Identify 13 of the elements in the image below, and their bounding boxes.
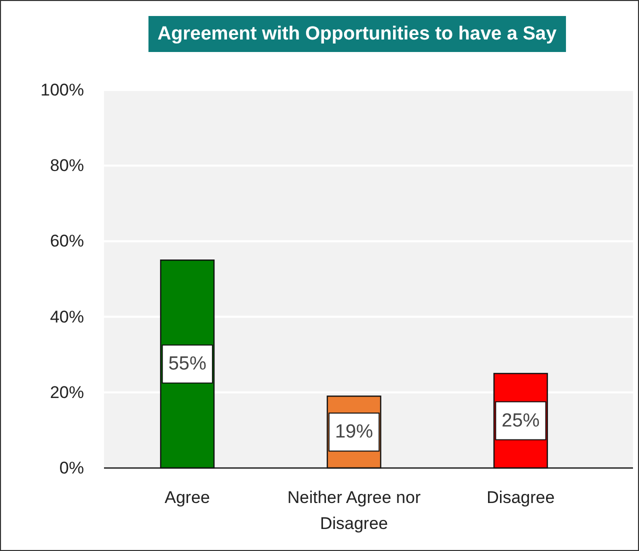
y-tick-label: 80% bbox=[50, 156, 84, 176]
y-tick-label: 0% bbox=[59, 458, 84, 478]
data-label: 55% bbox=[168, 354, 206, 375]
x-tick-label: Neither Agree nor Disagree bbox=[287, 488, 421, 533]
y-tick-label: 40% bbox=[50, 307, 84, 326]
data-label: 25% bbox=[502, 410, 540, 432]
y-tick-label: 100% bbox=[40, 80, 84, 100]
y-tick-label: 60% bbox=[50, 232, 84, 251]
x-tick-label: Disagree bbox=[486, 488, 555, 507]
y-tick-label: 20% bbox=[50, 382, 84, 402]
chart-title: Agreement with Opportunities to have a Say bbox=[157, 24, 557, 44]
x-tick-label: Agree bbox=[164, 488, 210, 507]
data-label: 19% bbox=[334, 422, 374, 443]
